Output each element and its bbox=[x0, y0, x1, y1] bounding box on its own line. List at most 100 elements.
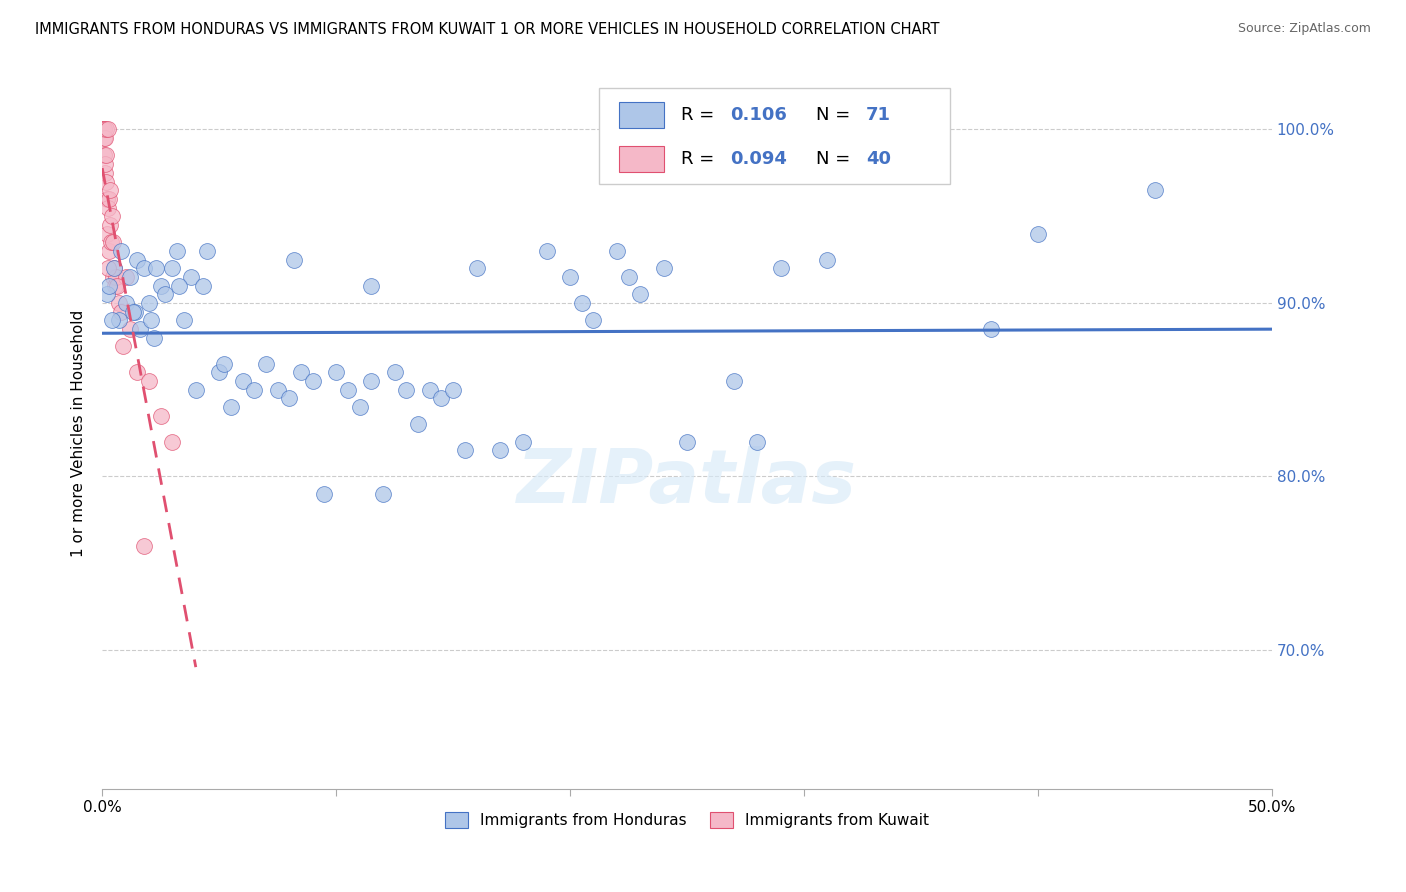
Point bbox=[134, 539, 156, 553]
Point bbox=[314, 486, 336, 500]
Point bbox=[94, 122, 117, 136]
Point bbox=[208, 365, 231, 379]
Point bbox=[97, 122, 120, 136]
Point bbox=[98, 183, 121, 197]
Point bbox=[134, 261, 156, 276]
Point bbox=[142, 330, 165, 344]
Point bbox=[97, 201, 120, 215]
Point bbox=[101, 269, 124, 284]
Point bbox=[93, 122, 115, 136]
Point bbox=[406, 417, 429, 432]
Point bbox=[980, 322, 1002, 336]
Point bbox=[138, 296, 160, 310]
Point bbox=[278, 392, 301, 406]
Point bbox=[512, 434, 534, 449]
Point bbox=[441, 383, 464, 397]
Text: ZIPatlas: ZIPatlas bbox=[517, 446, 858, 519]
Point bbox=[110, 304, 132, 318]
Point bbox=[676, 434, 699, 449]
Point bbox=[430, 392, 453, 406]
Point bbox=[582, 313, 605, 327]
Point bbox=[419, 383, 441, 397]
Point bbox=[197, 244, 219, 258]
Point bbox=[617, 269, 640, 284]
Point bbox=[93, 122, 115, 136]
Point bbox=[558, 269, 581, 284]
Point bbox=[336, 383, 359, 397]
Point bbox=[166, 244, 188, 258]
Point bbox=[98, 278, 121, 293]
Point bbox=[149, 409, 172, 423]
Text: R =: R = bbox=[682, 150, 720, 169]
FancyBboxPatch shape bbox=[619, 103, 664, 128]
Point bbox=[103, 261, 125, 276]
Point bbox=[180, 269, 202, 284]
Point bbox=[290, 365, 312, 379]
Point bbox=[96, 174, 118, 188]
Point bbox=[138, 374, 160, 388]
Point bbox=[652, 261, 675, 276]
Text: IMMIGRANTS FROM HONDURAS VS IMMIGRANTS FROM KUWAIT 1 OR MORE VEHICLES IN HOUSEHO: IMMIGRANTS FROM HONDURAS VS IMMIGRANTS F… bbox=[35, 22, 939, 37]
Point bbox=[97, 244, 120, 258]
Point bbox=[127, 252, 149, 267]
Point bbox=[454, 443, 477, 458]
Text: 40: 40 bbox=[866, 150, 891, 169]
Point bbox=[1026, 227, 1049, 241]
Point bbox=[98, 192, 121, 206]
Point bbox=[162, 434, 184, 449]
Point bbox=[93, 131, 115, 145]
Point bbox=[93, 166, 115, 180]
Point bbox=[465, 261, 488, 276]
Point bbox=[173, 313, 195, 327]
Point bbox=[606, 244, 628, 258]
Point bbox=[349, 400, 371, 414]
Point bbox=[747, 434, 769, 449]
Point bbox=[93, 122, 115, 136]
Point bbox=[191, 278, 214, 293]
Point bbox=[219, 400, 242, 414]
Point bbox=[254, 357, 277, 371]
Y-axis label: 1 or more Vehicles in Household: 1 or more Vehicles in Household bbox=[72, 310, 86, 557]
Point bbox=[105, 269, 128, 284]
Point bbox=[107, 278, 129, 293]
Point bbox=[395, 383, 418, 397]
FancyBboxPatch shape bbox=[619, 146, 664, 172]
Point bbox=[815, 252, 838, 267]
Point bbox=[184, 383, 207, 397]
Point bbox=[360, 374, 382, 388]
Point bbox=[114, 296, 136, 310]
Point bbox=[114, 269, 136, 284]
Point bbox=[93, 148, 115, 162]
Point bbox=[100, 313, 122, 327]
Point bbox=[91, 122, 114, 136]
Point bbox=[243, 383, 266, 397]
Legend: Immigrants from Honduras, Immigrants from Kuwait: Immigrants from Honduras, Immigrants fro… bbox=[439, 806, 935, 834]
Point bbox=[266, 383, 288, 397]
Point bbox=[325, 365, 347, 379]
Point bbox=[121, 304, 143, 318]
Text: R =: R = bbox=[682, 106, 720, 124]
Text: N =: N = bbox=[815, 106, 856, 124]
Point bbox=[100, 235, 122, 250]
Point bbox=[97, 261, 120, 276]
Point bbox=[128, 322, 150, 336]
Point bbox=[124, 304, 146, 318]
Point bbox=[162, 261, 184, 276]
Point bbox=[212, 357, 235, 371]
Point bbox=[169, 278, 191, 293]
Point bbox=[571, 296, 593, 310]
Point bbox=[283, 252, 305, 267]
Point bbox=[489, 443, 512, 458]
Point bbox=[103, 261, 125, 276]
FancyBboxPatch shape bbox=[599, 88, 950, 184]
Text: N =: N = bbox=[815, 150, 856, 169]
Point bbox=[107, 313, 129, 327]
Point bbox=[360, 278, 382, 293]
Point bbox=[628, 287, 651, 301]
Point bbox=[127, 365, 149, 379]
Point bbox=[141, 313, 163, 327]
Point bbox=[94, 131, 117, 145]
Text: 0.094: 0.094 bbox=[730, 150, 787, 169]
Point bbox=[110, 244, 132, 258]
Text: 71: 71 bbox=[866, 106, 891, 124]
